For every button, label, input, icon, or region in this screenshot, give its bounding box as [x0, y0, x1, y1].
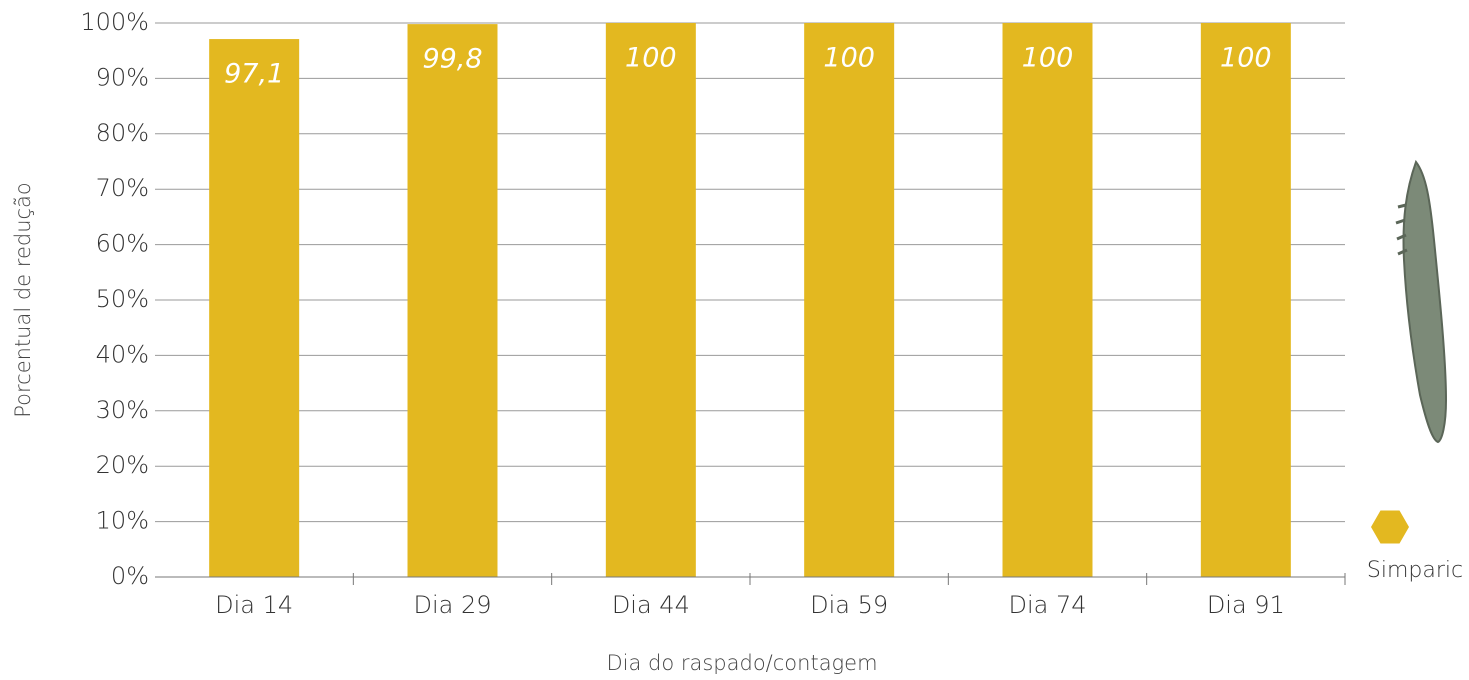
y-tick-label: 60% — [96, 230, 149, 258]
value-label: 100 — [823, 43, 875, 74]
y-tick-label: 50% — [96, 285, 149, 313]
bar — [408, 24, 498, 577]
y-axis-title: Porcentual de redução — [11, 182, 35, 418]
value-label: 100 — [625, 43, 677, 74]
y-tick-label: 30% — [96, 396, 149, 424]
x-tick-label: Dia 14 — [215, 591, 293, 619]
y-tick-label: 80% — [96, 119, 149, 147]
y-tick-label: 40% — [96, 340, 149, 368]
x-tick-label: Dia 44 — [612, 591, 690, 619]
bar — [1201, 23, 1291, 577]
x-tick-label: Dia 91 — [1207, 591, 1285, 619]
y-tick-label: 70% — [96, 174, 149, 202]
bar — [606, 23, 696, 577]
y-tick-label: 20% — [96, 451, 149, 479]
legend-label: Simparic — [1367, 558, 1463, 583]
y-tick-label: 90% — [96, 63, 149, 91]
bar — [209, 39, 299, 577]
bar — [804, 23, 894, 577]
page: Dia do raspado/contagem Porcentual de re… — [0, 0, 1469, 680]
value-label: 100 — [1022, 43, 1074, 74]
x-tick-label: Dia 59 — [810, 591, 888, 619]
value-label: 99,8 — [422, 44, 482, 75]
x-tick-label: Dia 74 — [1008, 591, 1086, 619]
y-tick-label: 10% — [96, 507, 149, 535]
value-label: 100 — [1220, 43, 1272, 74]
x-tick-label: Dia 29 — [413, 591, 491, 619]
x-axis-title: Dia do raspado/contagem — [606, 651, 877, 675]
y-tick-label: 100% — [80, 8, 149, 36]
chart: Dia do raspado/contagem Porcentual de re… — [0, 0, 1469, 680]
tick-illustration — [1396, 162, 1446, 442]
legend-swatch — [1371, 511, 1409, 544]
value-label: 97,1 — [224, 59, 284, 90]
y-tick-label: 0% — [111, 562, 149, 590]
bar — [1003, 23, 1093, 577]
